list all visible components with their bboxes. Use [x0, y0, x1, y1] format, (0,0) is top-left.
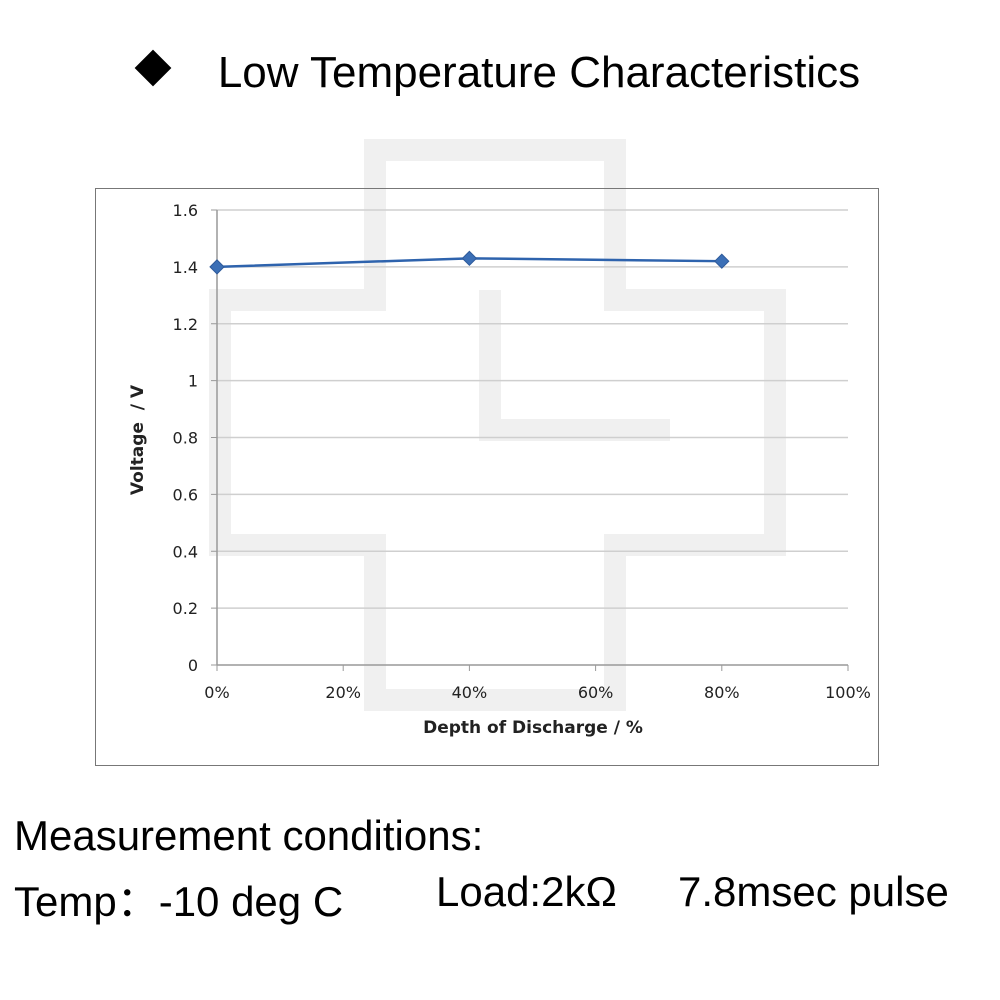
x-tick-label: 40% — [452, 683, 488, 702]
y-tick-label: 1.2 — [173, 315, 198, 334]
x-axis-label: Depth of Discharge / % — [423, 718, 643, 738]
x-tick-label: 0% — [204, 683, 229, 702]
y-tick-label: 0 — [188, 656, 198, 675]
y-tick-label: 0.2 — [173, 599, 198, 618]
conditions-heading: Measurement conditions: — [14, 812, 484, 859]
y-tick-label: 1 — [188, 372, 198, 391]
condition-temp: Temp：-10 deg C — [14, 878, 344, 925]
title-text: Low Temperature Characteristics — [217, 48, 861, 97]
condition-load: Load:2kΩ — [436, 868, 617, 915]
x-tick-label: 20% — [325, 683, 361, 702]
data-point — [461, 250, 478, 267]
x-tick-label: 80% — [704, 683, 740, 702]
y-tick-label: 1.4 — [173, 258, 198, 277]
y-tick-label: 0.6 — [173, 485, 198, 504]
data-point — [209, 259, 225, 275]
condition-pulse: 7.8msec pulse — [678, 868, 949, 915]
y-tick-label: 0.8 — [173, 429, 198, 448]
x-tick-label: 60% — [578, 683, 614, 702]
x-tick-label: 100% — [825, 683, 871, 702]
data-point — [714, 253, 730, 269]
chart-frame — [95, 188, 879, 766]
y-axis-label: Voltage / V — [128, 384, 148, 495]
y-tick-label: 1.6 — [173, 201, 198, 220]
y-tick-label: 0.4 — [173, 542, 198, 561]
page-title: Low Temperature Characteristics — [0, 48, 1000, 98]
